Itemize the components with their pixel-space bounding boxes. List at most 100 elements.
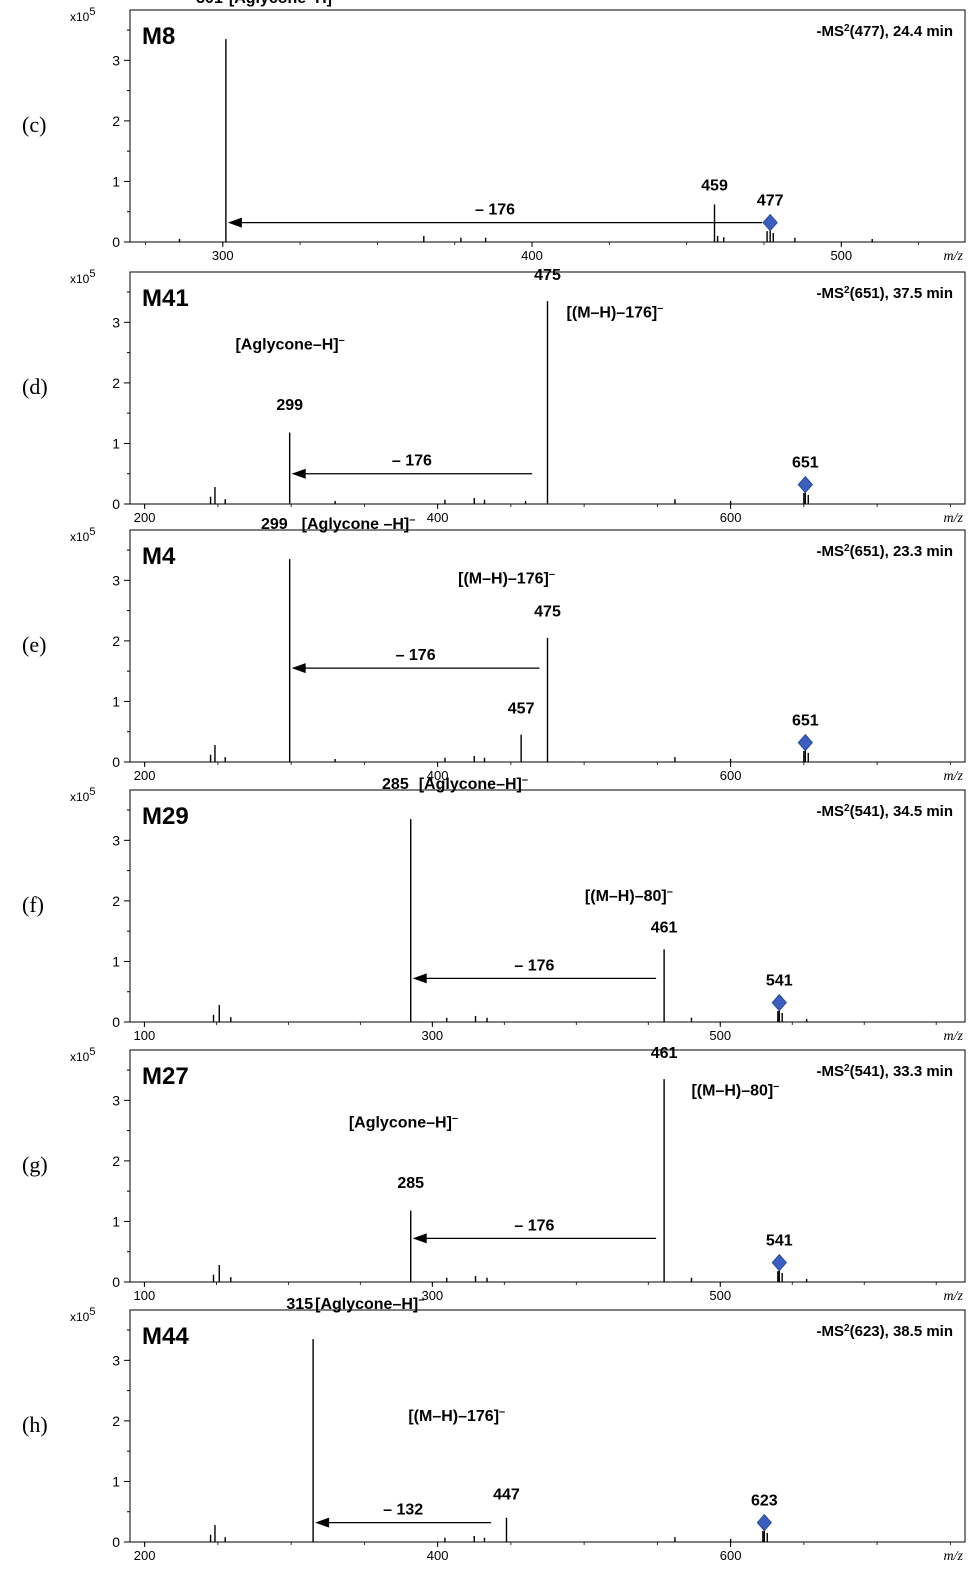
x-tick-label: 400 — [427, 510, 449, 525]
peak-annotation: 457 — [508, 701, 535, 718]
precursor-marker — [797, 475, 813, 494]
y-multiplier: x105 — [70, 786, 95, 804]
peak-annotation: [Aglycone –H]– — [302, 514, 416, 533]
panel-label: (h) — [22, 1412, 48, 1437]
x-tick-label: 500 — [709, 1028, 731, 1043]
peak-annotation: 623 — [751, 1493, 778, 1510]
peak-annotation: 475 — [534, 604, 561, 621]
y-tick-label: 1 — [112, 173, 120, 189]
compound-label: M27 — [142, 1063, 189, 1090]
y-tick-label: 3 — [112, 832, 120, 848]
x-axis-label: m/z — [944, 1029, 964, 1044]
y-tick-label: 0 — [112, 1274, 120, 1290]
plot-frame — [129, 789, 966, 1023]
peak-annotation: [Aglycone–H]– — [315, 1294, 424, 1313]
y-tick-label: 2 — [112, 633, 120, 649]
scan-info: -MS2(477), 24.4 min — [817, 23, 953, 41]
panel-label: (c) — [22, 112, 46, 137]
y-multiplier: x105 — [70, 1046, 95, 1064]
y-multiplier: x105 — [70, 6, 95, 24]
peak-annotation: [(M–H)–176]– — [408, 1406, 505, 1425]
x-tick-label: 100 — [134, 1028, 156, 1043]
neutral-loss-label: – 132 — [383, 1502, 423, 1519]
scan-info: -MS2(541), 33.3 min — [817, 1063, 953, 1081]
precursor-marker — [762, 213, 778, 232]
y-tick-label: 3 — [112, 572, 120, 588]
y-tick-label: 0 — [112, 496, 120, 512]
spectrum-panel: (e) x105 0 1 2 3 200 400 600 m/z M4 -MS2(651), 23.3… — [22, 514, 966, 784]
scan-info: -MS2(541), 34.5 min — [817, 803, 953, 821]
x-tick-label: 600 — [720, 1548, 742, 1563]
peak-annotation: 285 — [397, 1175, 424, 1192]
y-multiplier: x105 — [70, 526, 95, 544]
y-tick-label: 3 — [112, 1092, 120, 1108]
neutral-loss-label: – 176 — [514, 1217, 554, 1234]
y-tick-label: 2 — [112, 113, 120, 129]
y-tick-label: 1 — [112, 1213, 120, 1229]
spectrum-panel: (g) x105 0 1 2 3 100 300 500 m/z M27 -MS2(541), 33.… — [22, 1045, 966, 1304]
panel-label: (d) — [22, 374, 48, 399]
precursor-marker — [797, 733, 813, 752]
peak-annotation: [Aglycone–H]– — [349, 1113, 458, 1132]
y-tick-label: 2 — [112, 375, 120, 391]
peak-annotation: 541 — [766, 973, 793, 990]
spectrum-panel: (c) x105 0 1 2 3 300 400 500 m/z M8 -MS2(477), 24.4… — [22, 0, 966, 264]
y-tick-label: 3 — [112, 314, 120, 330]
peak-annotation: [Aglycone–H]– — [229, 0, 338, 7]
precursor-marker — [771, 993, 787, 1012]
neutral-loss-label: – 176 — [514, 957, 554, 974]
y-tick-label: 0 — [112, 1014, 120, 1030]
y-tick-label: 0 — [112, 754, 120, 770]
y-tick-label: 2 — [112, 1153, 120, 1169]
y-tick-label: 1 — [112, 953, 120, 969]
peak-annotation: [Aglycone–H]– — [419, 774, 528, 793]
peak-annotation: 651 — [792, 455, 819, 472]
y-tick-label: 3 — [112, 1352, 120, 1368]
y-multiplier: x105 — [70, 268, 95, 286]
peak-annotation: 477 — [757, 193, 784, 210]
y-tick-label: 3 — [112, 52, 120, 68]
arrow-head — [291, 663, 306, 674]
peak-annotation: 651 — [792, 713, 819, 730]
y-tick-label: 2 — [112, 893, 120, 909]
x-tick-label: 200 — [134, 510, 156, 525]
neutral-loss-label: – 176 — [392, 453, 432, 470]
plot-frame — [129, 1309, 966, 1543]
peak-annotation: 447 — [493, 1487, 520, 1504]
peak-annotation: [(M–H)–176]– — [567, 302, 664, 321]
plot-frame — [129, 1049, 966, 1283]
precursor-marker — [756, 1513, 772, 1532]
arrow-head — [291, 468, 306, 479]
x-axis-label: m/z — [944, 769, 964, 784]
peak-annotation: 299 — [261, 516, 288, 533]
arrow-head — [227, 217, 242, 228]
y-tick-label: 1 — [112, 435, 120, 451]
x-tick-label: 600 — [720, 510, 742, 525]
x-tick-label: 500 — [709, 1288, 731, 1303]
arrow-head — [412, 1233, 427, 1244]
peak-annotation: [Aglycone–H]– — [235, 335, 344, 354]
x-tick-label: 500 — [830, 248, 852, 263]
spectrum-panel: (d) x105 0 1 2 3 200 400 600 m/z M41 -MS2(651), 37.… — [22, 267, 966, 526]
peak-annotation: 301 — [196, 0, 223, 7]
peak-annotation: 299 — [276, 397, 303, 414]
precursor-marker — [771, 1253, 787, 1272]
x-tick-label: 400 — [427, 1548, 449, 1563]
plot-frame — [129, 9, 966, 243]
x-tick-label: 300 — [421, 1288, 443, 1303]
x-tick-label: 100 — [134, 1288, 156, 1303]
compound-label: M8 — [142, 23, 175, 50]
x-tick-label: 200 — [134, 768, 156, 783]
y-tick-label: 1 — [112, 693, 120, 709]
panel-label: (g) — [22, 1152, 48, 1177]
compound-label: M44 — [142, 1323, 189, 1350]
x-axis-label: m/z — [944, 1549, 964, 1564]
arrow-head — [315, 1517, 330, 1528]
x-axis-label: m/z — [944, 1289, 964, 1304]
peak-annotation: [(M–H)–80]– — [585, 886, 673, 905]
x-axis-label: m/z — [944, 249, 964, 264]
peak-annotation: 541 — [766, 1233, 793, 1250]
x-tick-label: 400 — [427, 768, 449, 783]
x-tick-label: 300 — [212, 248, 234, 263]
